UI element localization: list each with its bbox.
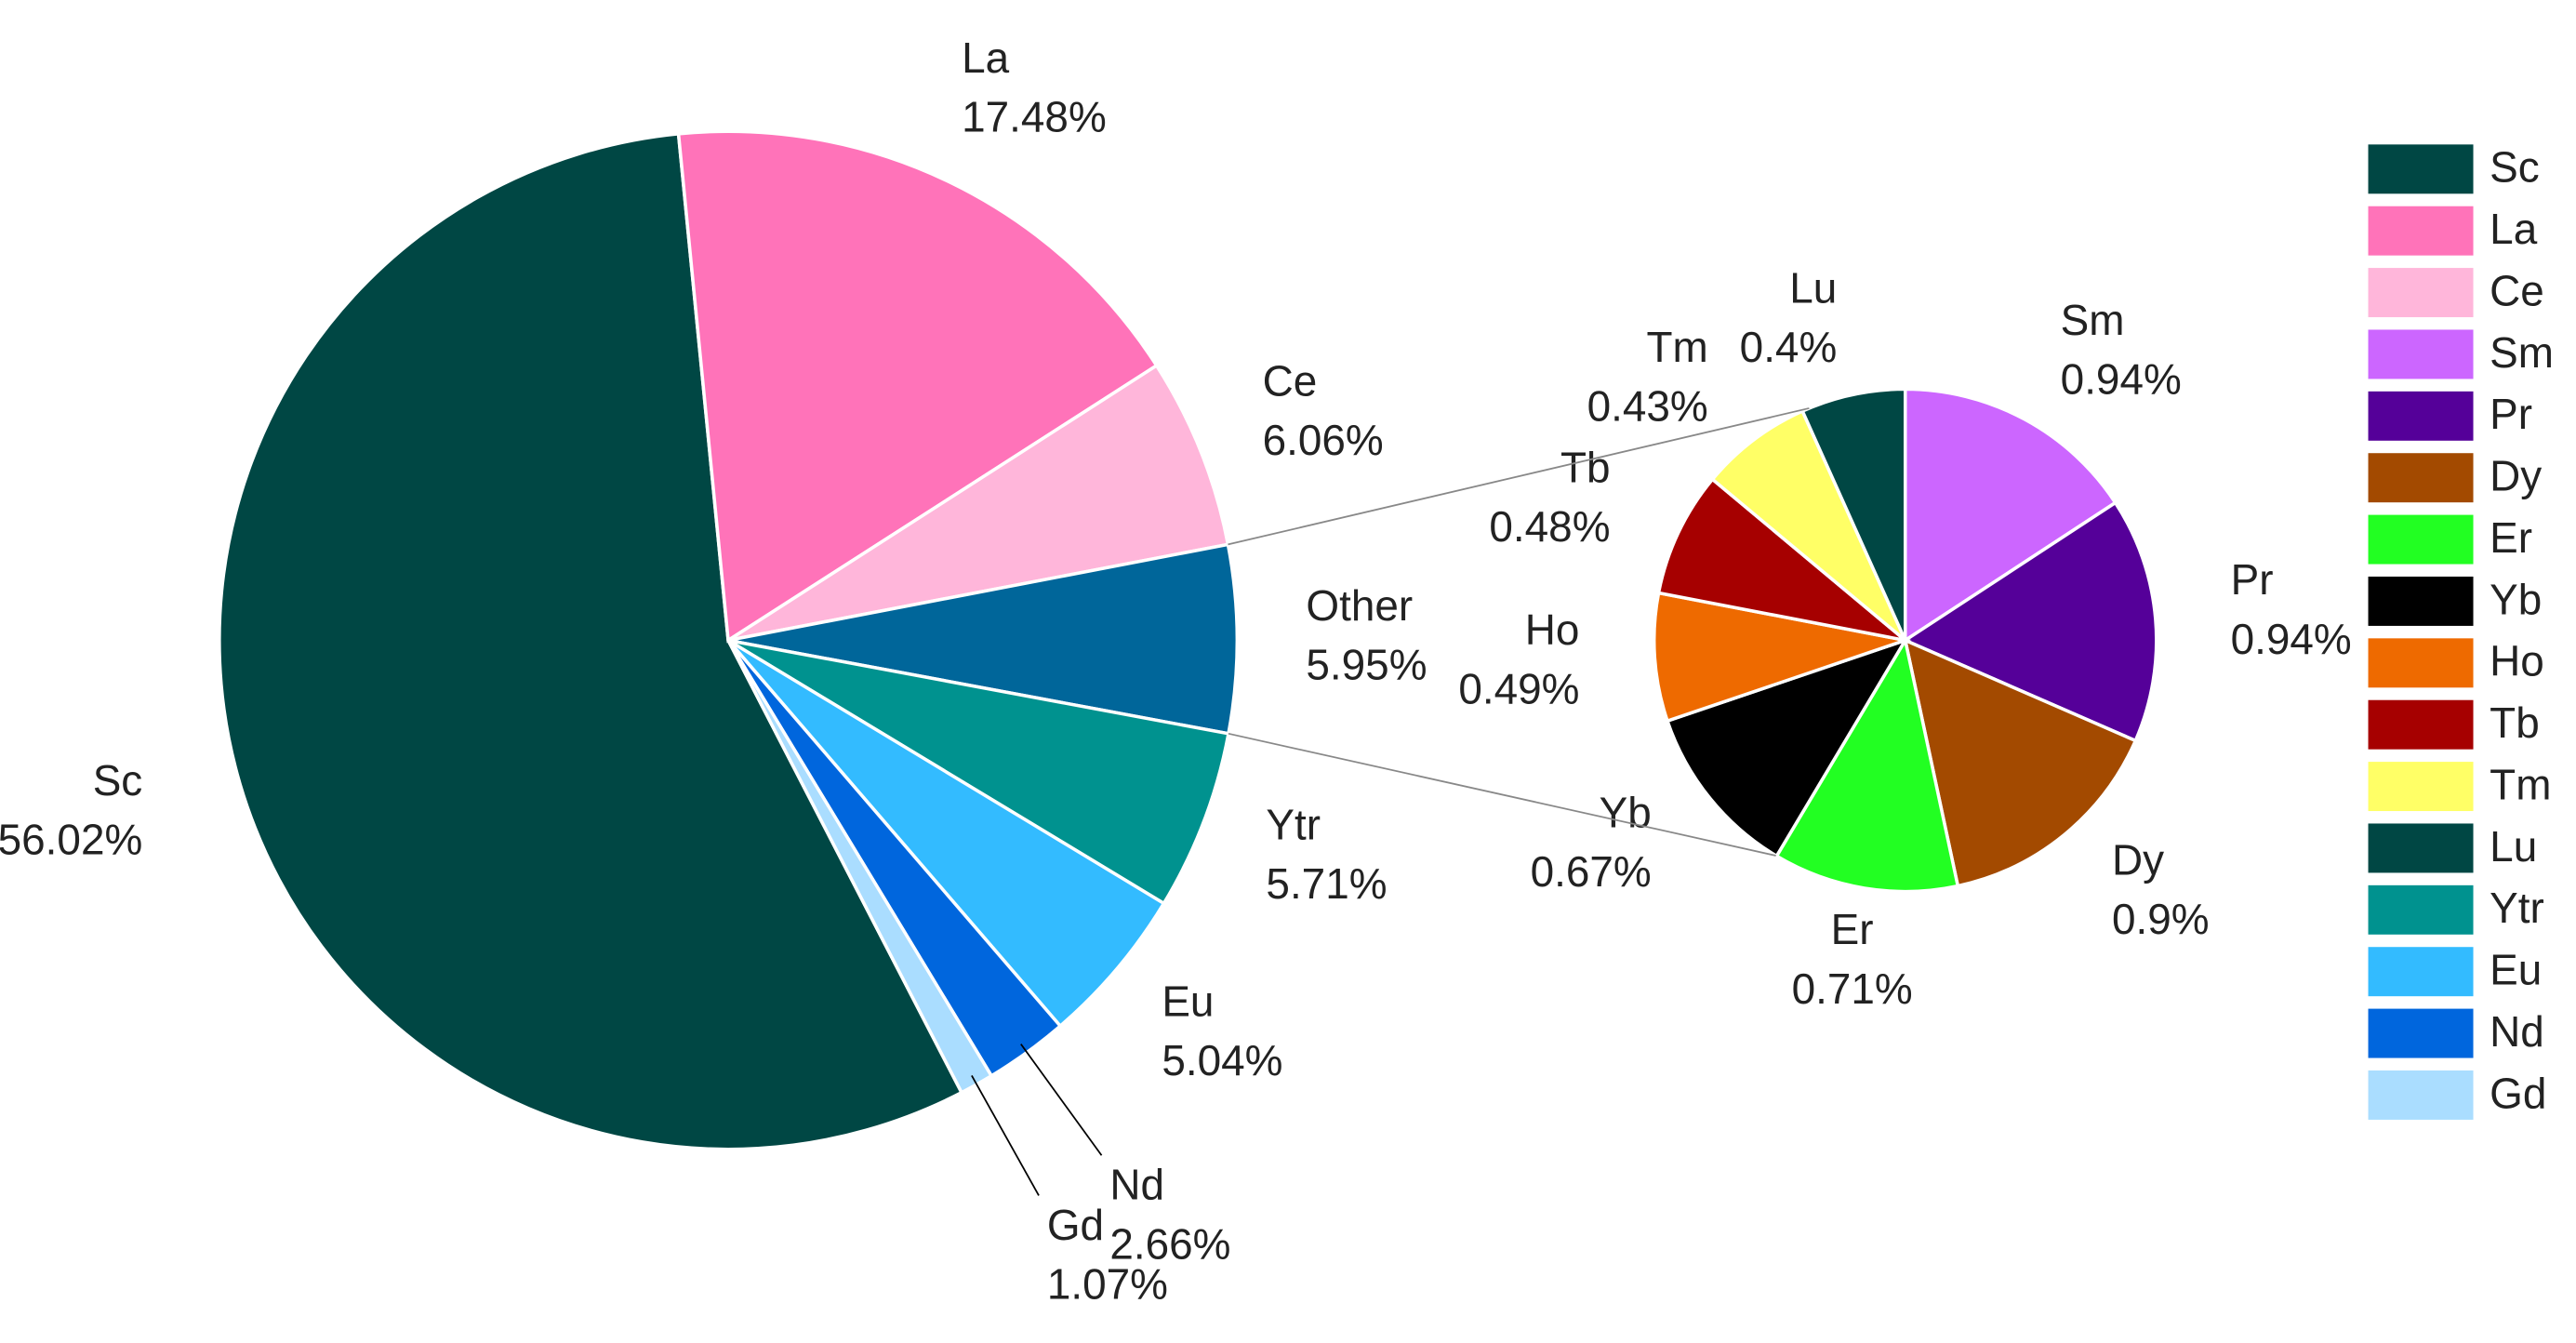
pie-slice xyxy=(1652,591,1912,724)
slice-label-value: 0.94% xyxy=(2231,615,2352,663)
slice-label-value: 0.49% xyxy=(1458,664,1579,712)
legend-label: Ho xyxy=(2490,637,2544,685)
legend-swatch xyxy=(2368,329,2474,379)
slice-label-name: Tm xyxy=(1646,323,1707,371)
slice-label-value: 5.95% xyxy=(1306,641,1427,689)
pie-slice xyxy=(1903,387,2118,644)
legend-swatch xyxy=(2368,576,2474,626)
legend-label: Yb xyxy=(2490,575,2542,623)
legend-swatch xyxy=(2368,514,2474,565)
slice-label-value: 56.02% xyxy=(0,815,142,863)
slice-label-name: Dy xyxy=(2112,836,2164,884)
slice-label-value: 5.71% xyxy=(1266,859,1387,908)
slice-label-name: La xyxy=(962,33,1010,82)
legend-label: Sc xyxy=(2490,143,2540,192)
slice-label-name: Gd xyxy=(1047,1201,1104,1249)
slice-label-value: 0.9% xyxy=(2112,895,2210,943)
pie-slice xyxy=(1665,637,1909,858)
legend-label: Er xyxy=(2490,513,2532,562)
leader-line xyxy=(971,1075,1040,1196)
slice-label-value: 0.71% xyxy=(1792,964,1913,1013)
slice-label-value: 0.67% xyxy=(1531,847,1652,896)
slice-label-name: Pr xyxy=(2231,555,2274,604)
legend-label: La xyxy=(2490,205,2538,253)
slice-label-value: 0.94% xyxy=(2061,354,2182,403)
pie-slice xyxy=(218,131,964,1151)
legend-label: Eu xyxy=(2490,946,2542,994)
pie-slice xyxy=(727,638,1231,906)
pie-slice xyxy=(727,363,1230,643)
legend-swatch xyxy=(2368,268,2474,318)
slice-label-value: 0.48% xyxy=(1489,502,1610,551)
legend-label: Tb xyxy=(2490,698,2540,747)
slice-label-name: Eu xyxy=(1162,977,1214,1026)
pie-slice xyxy=(726,638,1166,1029)
pie-slice xyxy=(1799,387,1907,642)
legend-swatch xyxy=(2368,391,2474,441)
leader-line xyxy=(1020,1044,1103,1156)
pie-slice xyxy=(727,542,1239,736)
legend-swatch xyxy=(2368,1008,2474,1058)
slice-label-value: 5.04% xyxy=(1162,1036,1282,1084)
pie-slice xyxy=(1656,476,1912,644)
legend-swatch xyxy=(2368,699,2474,750)
legend-label: Sm xyxy=(2490,328,2554,377)
legend-label: Ytr xyxy=(2490,884,2544,932)
legend-label: Gd xyxy=(2490,1069,2546,1117)
legend-label: Lu xyxy=(2490,822,2537,871)
slice-label-value: 17.48% xyxy=(962,92,1107,140)
slice-label-name: Ce xyxy=(1263,356,1318,405)
pie-slice xyxy=(1774,635,1960,894)
legend-swatch xyxy=(2368,638,2474,688)
connector-line xyxy=(1228,407,1810,546)
slice-label-name: Yb xyxy=(1600,789,1652,837)
slice-label-value: 2.66% xyxy=(1109,1219,1230,1268)
slice-label-name: Lu xyxy=(1789,263,1837,312)
pie-slice xyxy=(1903,637,2138,888)
legend-swatch xyxy=(2368,947,2474,997)
slice-label-value: 0.4% xyxy=(1740,323,1838,371)
legend-swatch xyxy=(2368,762,2474,812)
legend-swatch xyxy=(2368,453,2474,503)
slice-label-name: Er xyxy=(1831,905,1874,953)
slice-label-value: 1.07% xyxy=(1047,1259,1168,1308)
slice-label-value: 0.43% xyxy=(1587,381,1708,430)
connector-line xyxy=(1228,732,1776,857)
slice-label-value: 6.06% xyxy=(1263,416,1384,464)
legend-swatch xyxy=(2368,823,2474,873)
legend-label: Dy xyxy=(2490,452,2542,500)
legend-swatch xyxy=(2368,144,2474,194)
slice-label-name: Sm xyxy=(2061,296,2125,344)
legend-swatch xyxy=(2368,206,2474,256)
slice-label-name: Ho xyxy=(1525,605,1580,654)
legend-label: Tm xyxy=(2490,760,2551,808)
legend-label: Pr xyxy=(2490,390,2532,438)
slice-label-name: Tb xyxy=(1560,443,1611,491)
slice-label-name: Sc xyxy=(93,756,143,804)
pie-slice xyxy=(1902,500,2158,743)
slice-label-name: Ytr xyxy=(1266,800,1321,848)
slice-label-name: Nd xyxy=(1109,1161,1164,1209)
pie-slice xyxy=(676,129,1160,644)
slice-label-name: Other xyxy=(1306,581,1413,630)
legend-label: Nd xyxy=(2490,1007,2544,1056)
pie-slice xyxy=(1709,408,1907,642)
legend-swatch xyxy=(2368,884,2474,935)
legend-label: Ce xyxy=(2490,266,2544,314)
legend-swatch xyxy=(2368,1070,2474,1120)
